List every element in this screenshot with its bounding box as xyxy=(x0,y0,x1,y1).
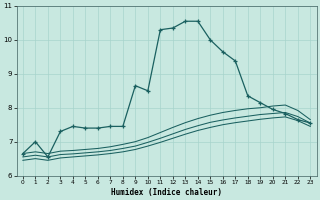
X-axis label: Humidex (Indice chaleur): Humidex (Indice chaleur) xyxy=(111,188,222,197)
